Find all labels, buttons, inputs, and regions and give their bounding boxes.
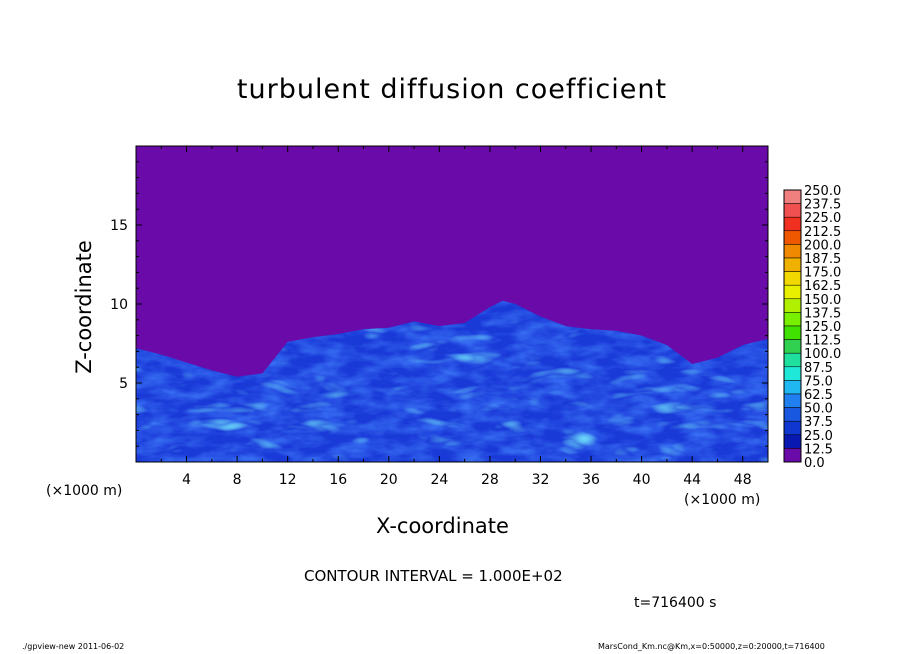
heatmap-field xyxy=(136,146,768,462)
x-tick-label: 12 xyxy=(279,472,297,488)
x-tick-label: 44 xyxy=(683,472,701,488)
time-label: t=716400 s xyxy=(634,595,717,611)
y-tick-label: 15 xyxy=(110,218,128,234)
x-tick-label: 36 xyxy=(582,472,600,488)
colorbar-label: 212.5 xyxy=(804,225,841,240)
colorbar-swatch xyxy=(783,420,802,436)
colorbar-swatch xyxy=(783,257,802,272)
x-tick-label: 8 xyxy=(233,472,242,488)
x-tick-label: 48 xyxy=(734,472,752,488)
colorbar-swatch xyxy=(783,448,802,463)
chart-title: turbulent diffusion coefficient xyxy=(236,74,668,105)
colorbar: 250.0237.5225.0212.5200.0187.5175.0162.5… xyxy=(783,184,841,471)
x-tick-label: 4 xyxy=(182,472,191,488)
colorbar-label: 37.5 xyxy=(804,415,833,430)
x-axis-label: X-coordinate xyxy=(376,514,509,538)
colorbar-swatch xyxy=(783,271,802,286)
colorbar-swatch xyxy=(783,380,802,395)
colorbar-label: 187.5 xyxy=(804,252,841,267)
x-unit-label-right: (×1000 m) xyxy=(684,492,761,508)
colorbar-swatch xyxy=(783,244,802,259)
colorbar-swatch xyxy=(783,312,802,327)
colorbar-frame xyxy=(783,189,802,463)
colorbar-swatch xyxy=(783,216,802,232)
colorbar-label: 162.5 xyxy=(804,279,841,294)
colorbar-swatch xyxy=(783,434,802,449)
colorbar-label: 225.0 xyxy=(804,211,841,226)
y-axis-label: Z-coordinate xyxy=(72,240,96,374)
colorbar-label: 150.0 xyxy=(804,293,841,308)
colorbar-label: 0.0 xyxy=(804,456,825,471)
colorbar-label: 175.0 xyxy=(804,266,841,281)
x-axis: 4 8 12 16 20 24 28 32 36 40 44 48 xyxy=(160,146,752,488)
footer-source: MarsCond_Km.nc@Km,x=0:50000,z=0:20000,t=… xyxy=(598,642,825,651)
colorbar-swatch xyxy=(783,339,802,354)
colorbar-label: 125.0 xyxy=(804,320,841,335)
x-tick-label: 28 xyxy=(481,472,499,488)
colorbar-label: 250.0 xyxy=(804,184,841,199)
colorbar-swatch xyxy=(783,352,802,368)
colorbar-label: 12.5 xyxy=(804,442,833,457)
colorbar-swatch xyxy=(783,298,802,313)
colorbar-swatch xyxy=(783,325,802,340)
colorbar-swatch xyxy=(783,230,802,245)
x-unit-label-left: (×1000 m) xyxy=(46,483,123,499)
footer-program-date: ./gpview-new 2011-06-02 xyxy=(22,642,125,651)
colorbar-swatch xyxy=(783,393,802,408)
colorbar-swatch xyxy=(783,203,802,218)
colorbar-label: 62.5 xyxy=(804,388,833,403)
x-tick-label: 32 xyxy=(532,472,550,488)
y-axis: 5 10 15 xyxy=(110,161,768,447)
colorbar-label: 137.5 xyxy=(804,306,841,321)
colorbar-label: 25.0 xyxy=(804,429,833,444)
colorbar-label: 112.5 xyxy=(804,334,841,349)
colorbar-label: 50.0 xyxy=(804,402,833,417)
x-tick-label: 40 xyxy=(633,472,651,488)
x-tick-label: 24 xyxy=(430,472,448,488)
colorbar-swatch xyxy=(783,284,802,300)
colorbar-label: 75.0 xyxy=(804,374,833,389)
colorbar-label: 237.5 xyxy=(804,198,841,213)
colorbar-label: 87.5 xyxy=(804,361,833,376)
x-tick-label: 20 xyxy=(380,472,398,488)
x-tick-label: 16 xyxy=(329,472,347,488)
contour-interval-text: CONTOUR INTERVAL = 1.000E+02 xyxy=(304,567,563,585)
colorbar-swatch xyxy=(783,366,802,381)
colorbar-swatch xyxy=(783,407,802,422)
y-tick-label: 5 xyxy=(119,376,128,392)
colorbar-swatch xyxy=(783,189,802,204)
colorbar-label: 100.0 xyxy=(804,347,841,362)
colorbar-label: 200.0 xyxy=(804,238,841,253)
turbulent-region-highlights xyxy=(136,300,768,462)
y-tick-label: 10 xyxy=(110,297,128,313)
